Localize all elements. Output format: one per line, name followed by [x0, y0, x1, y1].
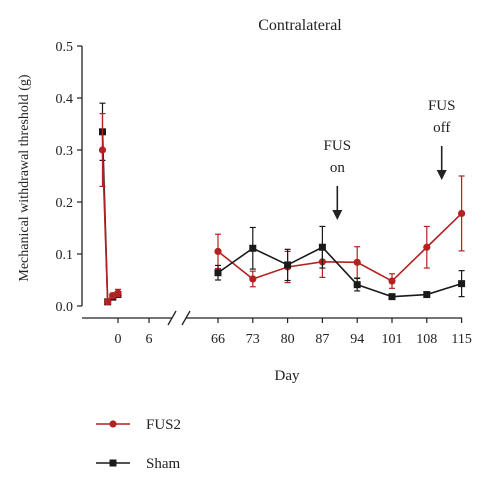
x-tick-label: 80: [281, 332, 295, 347]
data-point-fus2: [114, 289, 122, 297]
data-point-fus2: [388, 277, 396, 285]
data-point-fus2: [423, 243, 431, 251]
data-point-fus2: [104, 298, 112, 306]
y-tick-label: 0.5: [56, 40, 74, 55]
legend-label: FUS2: [146, 417, 181, 433]
data-point-fus2: [458, 209, 466, 218]
data-point-sham: [284, 261, 292, 269]
x-tick-label: 73: [246, 332, 260, 347]
data-point-sham: [458, 280, 466, 288]
annotation-arrow-head: [332, 210, 343, 220]
annotation-arrow-head: [436, 170, 447, 180]
y-axis-label: Mechanical withdrawal threshold (g): [17, 74, 32, 282]
series-line-fus2-late: [217, 212, 463, 283]
x-tick-label: 66: [211, 332, 225, 347]
annotations-layer: FUS on FUS off: [324, 98, 456, 220]
annotation-label: off: [433, 120, 450, 136]
x-tick-label: 94: [350, 332, 364, 347]
data-point-sham: [353, 281, 361, 289]
annotation-label: on: [330, 160, 346, 176]
data-point-sham: [388, 293, 396, 301]
legend: FUS2 Sham: [96, 417, 181, 472]
data-point-sham: [423, 291, 431, 299]
data-point-sham: [214, 269, 222, 277]
annotation-label: FUS: [428, 98, 456, 114]
x-tick-label: 115: [451, 332, 471, 347]
data-point-fus2: [249, 275, 257, 283]
annotation-label: FUS: [324, 138, 352, 154]
axis-break-mark: [181, 310, 191, 326]
y-tick-label: 0.0: [56, 300, 74, 315]
y-tick-label: 0.3: [56, 144, 74, 159]
x-tick-label: 0: [115, 332, 122, 347]
axes: 0.00.10.20.30.40.50 6 66 73 80 87 94 101 108 115: [56, 40, 472, 347]
x-tick-label: 108: [416, 332, 437, 347]
legend-label: Sham: [146, 456, 181, 472]
y-tick-label: 0.4: [56, 92, 74, 107]
y-tick-label: 0.2: [56, 196, 74, 211]
data-point-fus2: [353, 258, 361, 266]
series-layer: [98, 102, 466, 306]
x-axis-label: Day: [275, 368, 300, 384]
y-tick-label: 0.1: [56, 248, 74, 263]
axis-break-mark: [167, 310, 177, 326]
data-point-sham: [318, 243, 326, 251]
data-point-fus2: [98, 146, 107, 154]
x-tick-label: 87: [315, 332, 329, 347]
series-line-sham-late: [217, 246, 462, 298]
legend-marker-fus2: [109, 420, 117, 428]
data-point-fus2: [214, 247, 222, 255]
chart-title: Contralateral: [258, 17, 342, 34]
x-tick-label: 101: [382, 332, 403, 347]
series-line-fus2-early: [101, 149, 119, 304]
data-point-sham: [249, 244, 257, 252]
legend-marker-sham: [109, 459, 117, 467]
x-tick-label: 6: [146, 332, 153, 347]
